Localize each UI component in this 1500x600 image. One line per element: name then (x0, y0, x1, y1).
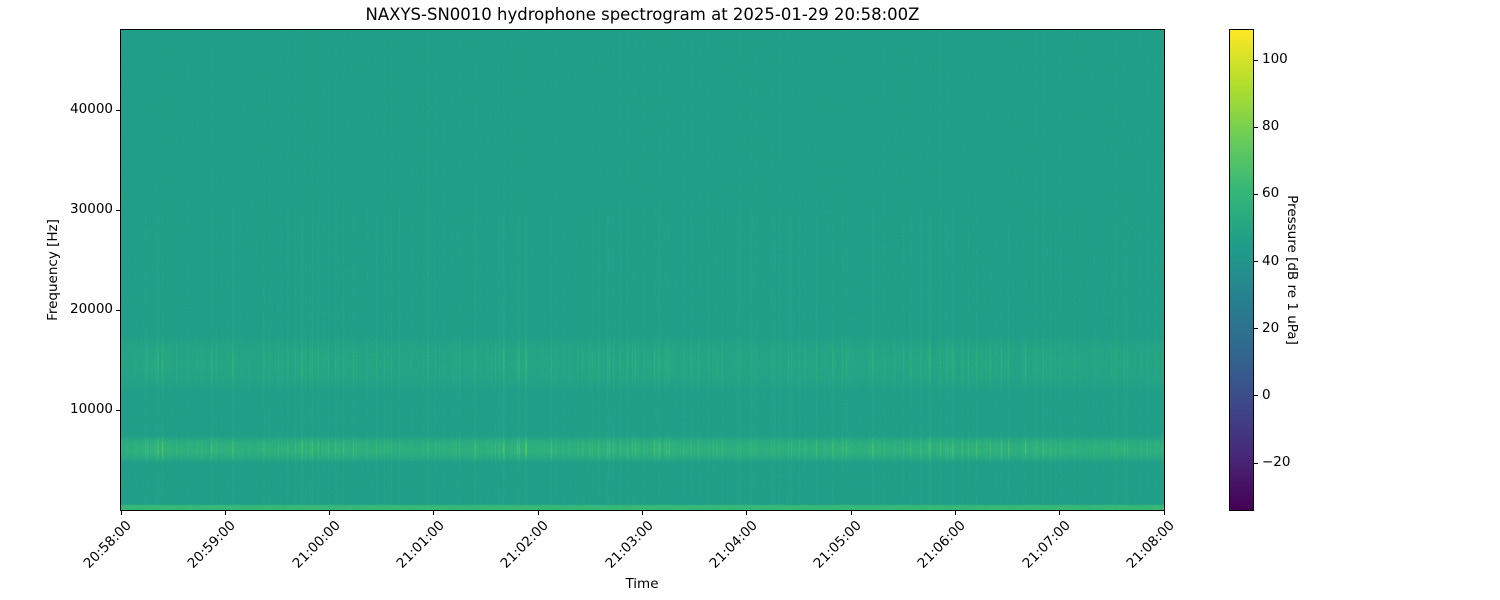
x-axis-label: Time (625, 576, 659, 592)
y-tick (116, 109, 121, 111)
x-tick-label: 21:05:00 (810, 517, 865, 572)
y-tick (116, 409, 121, 411)
y-axis-label: Frequency [Hz] (45, 219, 61, 321)
x-tick (433, 510, 435, 515)
colorbar-tick (1253, 261, 1258, 263)
colorbar-tick-label: −20 (1262, 454, 1291, 470)
x-tick-label: 20:58:00 (80, 517, 135, 572)
colorbar-tick (1253, 126, 1258, 128)
x-tick (642, 510, 643, 515)
colorbar-tick-label: 40 (1262, 252, 1280, 269)
x-tick (120, 510, 122, 515)
x-tick-label: 21:02:00 (497, 517, 552, 572)
x-tick (1059, 510, 1061, 515)
x-tick (224, 510, 226, 515)
colorbar-label: Pressure [dB re 1 uPa] (1284, 195, 1300, 345)
chart-title: NAXYS-SN0010 hydrophone spectrogram at 2… (365, 5, 920, 24)
x-tick-label: 21:03:00 (602, 517, 657, 572)
colorbar (1229, 29, 1254, 511)
colorbar-tick-label: 80 (1262, 118, 1280, 135)
x-tick (537, 510, 539, 515)
spectrogram-heatmap (121, 30, 1164, 510)
y-tick (116, 209, 121, 211)
colorbar-tick (1253, 328, 1258, 330)
colorbar-tick (1253, 462, 1258, 464)
x-tick-label: 21:07:00 (1019, 517, 1074, 572)
y-tick-label: 30000 (70, 201, 113, 217)
x-tick (329, 510, 331, 515)
x-tick (954, 510, 956, 515)
y-tick (116, 309, 121, 311)
y-tick-label: 10000 (70, 401, 113, 417)
colorbar-tick (1253, 59, 1258, 61)
x-tick (850, 510, 852, 515)
colorbar-tick-label: 20 (1262, 319, 1280, 336)
colorbar-tick-label: 60 (1262, 185, 1280, 202)
y-tick-label: 40000 (70, 101, 113, 117)
x-tick-label: 20:59:00 (184, 517, 240, 572)
x-tick (746, 510, 748, 515)
x-tick (1163, 510, 1165, 515)
x-tick-label: 21:06:00 (914, 517, 970, 572)
x-tick-label: 21:01:00 (393, 517, 448, 572)
spectrogram-plot-area (120, 29, 1165, 511)
colorbar-tick-label: 100 (1262, 51, 1288, 68)
y-tick-label: 20000 (70, 301, 113, 317)
colorbar-tick (1253, 395, 1258, 397)
x-tick-label: 21:08:00 (1123, 517, 1178, 572)
colorbar-tick (1253, 193, 1258, 195)
x-tick-label: 21:00:00 (289, 517, 344, 572)
colorbar-gradient (1230, 30, 1253, 510)
colorbar-tick-label: 0 (1262, 386, 1271, 403)
x-tick-label: 21:04:00 (706, 517, 761, 572)
